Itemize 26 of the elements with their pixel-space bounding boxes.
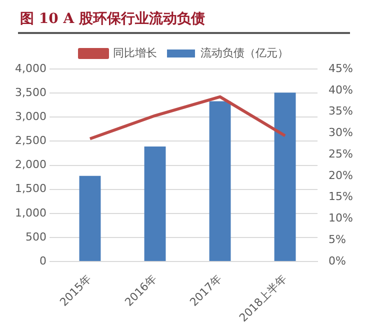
y-tick-label: 2,000	[14, 158, 46, 172]
y-tick-label: 1,500	[14, 182, 46, 196]
y-tick-label: 3,000	[14, 110, 46, 123]
y2-tick-label: 25%	[328, 147, 354, 160]
legend-label: 同比增长	[113, 46, 157, 60]
bar	[209, 101, 231, 262]
y-tick-label: 2,500	[14, 134, 46, 148]
y-tick-label: 500	[25, 230, 46, 244]
y2-tick-label: 10%	[328, 212, 354, 225]
y-tick-label: 0	[39, 254, 46, 268]
y2-tick-label: 30%	[328, 126, 354, 140]
y2-tick-label: 40%	[328, 83, 354, 96]
y2-tick-label: 45%	[328, 62, 354, 75]
y-tick-label: 1,000	[14, 206, 46, 220]
y-tick-label: 4,000	[14, 62, 46, 75]
legend-label: 流动负债（亿元）	[200, 46, 288, 60]
bar	[79, 176, 101, 262]
y2-tick-label: 20%	[328, 168, 354, 182]
y-tick-label: 3,500	[14, 86, 46, 99]
bar	[144, 146, 166, 262]
bar	[274, 92, 296, 262]
chart-title: 图 10 A 股环保行业流动负债	[19, 10, 206, 29]
y2-tick-label: 15%	[328, 190, 354, 204]
y2-tick-label: 0%	[328, 254, 346, 268]
y2-tick-label: 35%	[328, 104, 354, 118]
y2-tick-label: 5%	[328, 233, 346, 246]
